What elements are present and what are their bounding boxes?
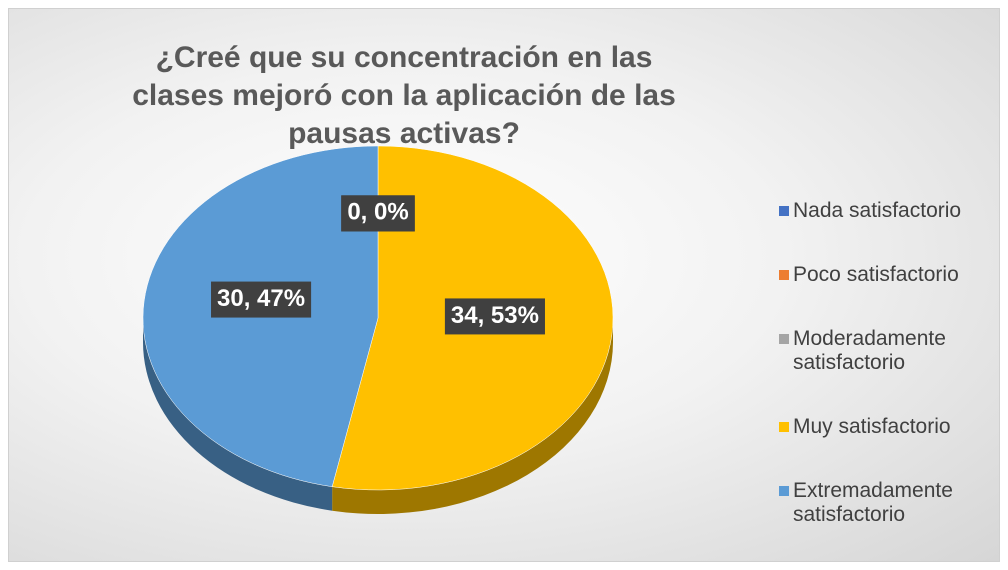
legend-label: Extremadamente satisfactorio xyxy=(793,479,953,526)
legend-item: Nada satisfactorio xyxy=(779,199,1008,223)
legend-label: Nada satisfactorio xyxy=(793,199,962,222)
legend-swatch xyxy=(779,270,789,280)
data-label-text: 0, 0% xyxy=(347,199,408,226)
data-label: 30, 47% xyxy=(211,281,312,318)
slice-side xyxy=(332,318,613,514)
legend-label: Moderadamente satisfactorio xyxy=(793,327,946,374)
legend-label: Poco satisfactorio xyxy=(793,263,959,286)
legend: Nada satisfactorio Poco satisfactorio Mode… xyxy=(779,199,1008,527)
legend-swatch xyxy=(779,206,789,216)
legend-item: Moderadamente satisfactorio xyxy=(779,327,1008,375)
legend-item: Extremadamente satisfactorio xyxy=(779,479,1008,527)
data-label-box xyxy=(211,281,312,318)
data-label-text: 30, 47% xyxy=(217,285,305,312)
slice-side xyxy=(143,318,333,511)
data-label: 0, 0% xyxy=(341,195,415,232)
legend-swatch xyxy=(779,422,789,432)
legend-swatch xyxy=(779,486,789,496)
legend-item: Poco satisfactorio xyxy=(779,263,1008,287)
data-label-box xyxy=(444,298,545,335)
chart-title: ¿Creé que su concentración en las clases… xyxy=(132,41,676,150)
legend-item: Muy satisfactorio xyxy=(779,415,1008,439)
pie-sides xyxy=(143,318,613,514)
legend-swatch xyxy=(779,334,789,344)
data-label-box xyxy=(341,195,415,232)
data-label-text: 34, 53% xyxy=(451,302,539,329)
legend-label: Muy satisfactorio xyxy=(793,415,951,438)
data-label: 34, 53% xyxy=(444,298,545,335)
